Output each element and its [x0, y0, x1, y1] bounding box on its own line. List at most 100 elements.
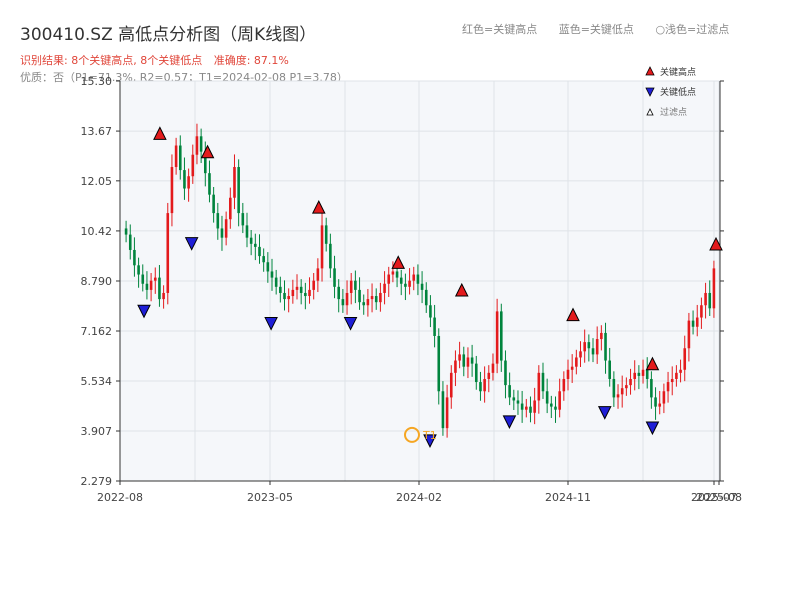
- candle-body: [258, 246, 261, 257]
- candle-body: [604, 332, 607, 361]
- y-tick-label: 8.790: [81, 275, 113, 288]
- y-tick-label: 2.279: [81, 475, 113, 488]
- candle-body: [341, 299, 345, 306]
- legend-filtered-label: 过滤点: [660, 106, 687, 118]
- candle-body: [662, 391, 666, 404]
- candle-body: [133, 249, 136, 266]
- candle-body: [174, 145, 178, 168]
- candle-body: [583, 342, 586, 352]
- candle-body: [379, 292, 382, 303]
- candle-body: [137, 265, 140, 275]
- candle-body: [633, 372, 637, 379]
- candle-body: [616, 394, 620, 398]
- legend-low-label: 关键低点: [660, 86, 696, 98]
- top-legend-red: 红色=关键高点: [462, 23, 538, 36]
- candle-body: [691, 320, 695, 327]
- candle-body: [329, 243, 332, 269]
- candle-body: [675, 372, 678, 379]
- candle-body: [429, 305, 432, 318]
- candle-body: [491, 363, 495, 373]
- candle-body: [666, 382, 670, 392]
- candle-body: [349, 280, 353, 293]
- x-tick-label: 2025-08: [696, 491, 742, 504]
- candle-body: [512, 397, 516, 401]
- candle-body: [178, 145, 182, 171]
- candle-body: [291, 289, 295, 297]
- candle-body: [374, 296, 378, 303]
- candle-body: [474, 363, 478, 383]
- candle-body: [337, 286, 341, 300]
- candle-body: [645, 369, 649, 379]
- y-tick-label: 13.67: [81, 125, 113, 138]
- candle-body: [166, 213, 170, 293]
- candle-body: [575, 357, 578, 367]
- top-legend: 红色=关键高点 蓝色=关键低点 ○浅色=过滤点: [462, 21, 747, 37]
- candle-body: [441, 391, 445, 429]
- top-legend-light: ○浅色=过滤点: [655, 23, 730, 36]
- candle-body: [208, 173, 211, 195]
- candle-body: [295, 286, 299, 290]
- candle-body: [153, 277, 157, 281]
- candle-body: [708, 292, 712, 309]
- top-legend-blue: 蓝色=关键低点: [558, 23, 634, 36]
- legend-low-icon: [645, 87, 655, 97]
- candle-body: [254, 243, 257, 247]
- candle-body: [283, 292, 286, 300]
- candle-body: [408, 280, 411, 287]
- candle-body: [587, 342, 591, 349]
- candle-body: [529, 406, 532, 413]
- candle-body: [404, 283, 407, 287]
- candle-body: [700, 305, 703, 318]
- candle-body: [679, 369, 682, 373]
- candle-body: [637, 372, 641, 376]
- candle-body: [449, 372, 453, 398]
- candle-body: [462, 354, 466, 367]
- candle-body: [558, 391, 561, 410]
- candle-body: [287, 296, 290, 300]
- candle-body: [308, 289, 311, 297]
- candle-body: [620, 388, 624, 395]
- candle-body: [145, 283, 149, 290]
- candle-body: [199, 136, 203, 152]
- candle-body: [395, 271, 399, 278]
- candle-body: [366, 299, 370, 306]
- candle-body: [550, 403, 553, 407]
- candle-body: [162, 292, 165, 300]
- candle-body: [554, 406, 557, 410]
- candle-body: [525, 406, 528, 410]
- y-tick-label: 7.162: [81, 325, 113, 338]
- candle-body: [316, 268, 320, 281]
- candle-body: [237, 167, 240, 214]
- candle-body: [262, 256, 265, 263]
- candle-body: [437, 335, 441, 392]
- legend-high-label: 关键高点: [660, 66, 696, 78]
- candle-body: [266, 262, 270, 272]
- candle-body: [203, 151, 207, 174]
- key-high-marker: [645, 356, 660, 371]
- candle-body: [312, 280, 315, 290]
- candle-body: [483, 378, 486, 392]
- candle-body: [224, 219, 228, 238]
- candle-body: [191, 154, 195, 177]
- candle-body: [600, 332, 603, 340]
- candle-body: [149, 280, 153, 290]
- key-low-marker: [597, 406, 612, 420]
- candle-body: [625, 385, 628, 389]
- candle-body: [520, 403, 524, 410]
- candle-body: [216, 213, 220, 229]
- key-high-marker: [153, 126, 167, 140]
- candle-body: [358, 289, 361, 303]
- chart-title: 300410.SZ 高低点分析图（周K线图）: [20, 25, 317, 45]
- candle-body: [704, 292, 707, 306]
- legend-high-icon: [645, 66, 655, 76]
- candle-body: [416, 274, 420, 284]
- result-summary: 识别结果: 8个关键高点, 8个关键低点 准确度: 87.1%: [20, 52, 297, 68]
- candle-body: [320, 225, 324, 269]
- candle-body: [537, 372, 541, 401]
- key-low-marker: [184, 237, 199, 251]
- key-low-marker: [137, 304, 151, 319]
- legend-filtered-icon: [646, 108, 654, 116]
- key-high-marker: [200, 144, 215, 159]
- x-tick-label: 2024-02: [396, 491, 442, 504]
